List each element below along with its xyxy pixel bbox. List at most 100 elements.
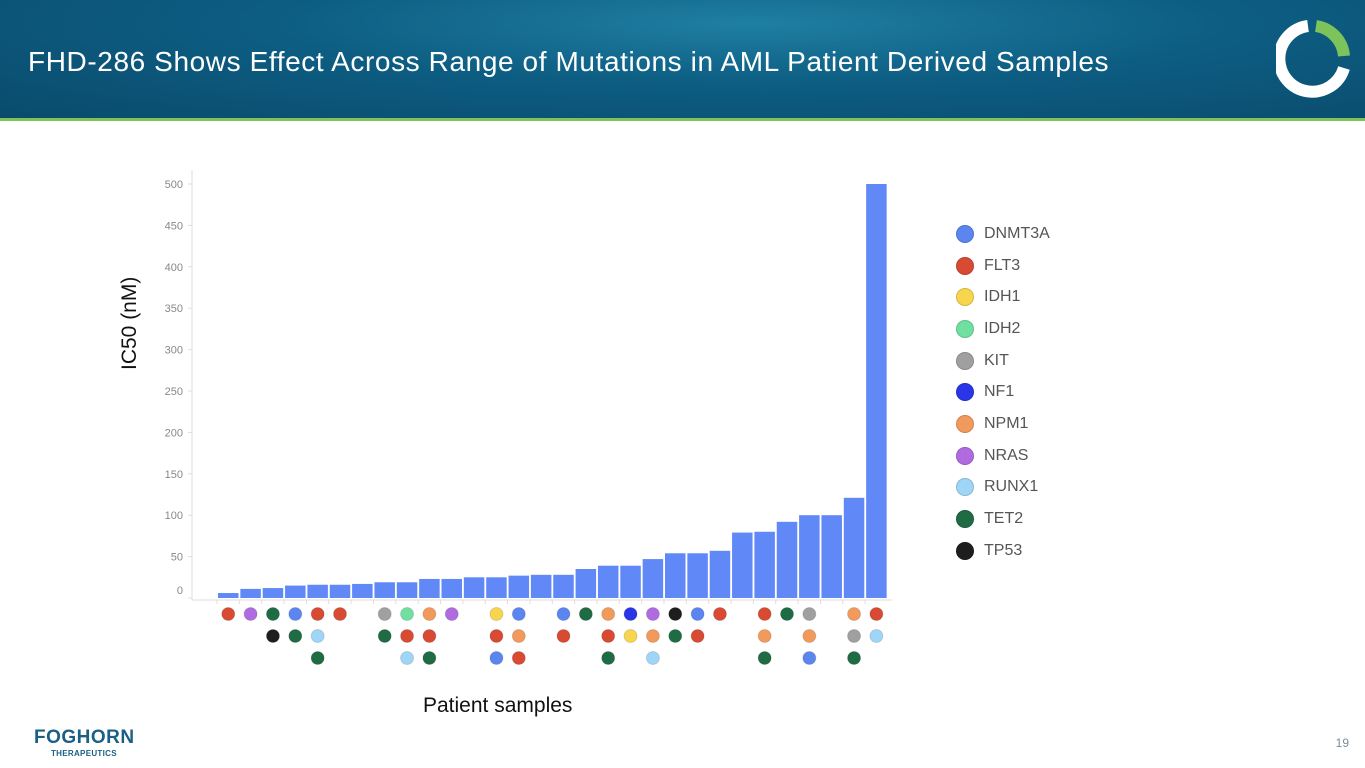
mutation-dot-idh1: [489, 607, 504, 621]
mutation-dot-runx1: [400, 651, 415, 665]
mutation-dot-flt3: [869, 607, 884, 621]
legend-label: IDH2: [984, 319, 1021, 337]
legend-item-npm1: NPM1: [956, 408, 1050, 440]
bar: [329, 584, 351, 598]
legend-dot-icon: [956, 319, 974, 338]
bar: [508, 575, 530, 598]
mutation-dot-flt3: [221, 607, 236, 621]
bar: [240, 588, 261, 598]
legend-label: RUNX1: [984, 478, 1039, 496]
legend-item-idh1: IDH1: [956, 281, 1050, 313]
mutation-dot-dnmt3a: [489, 651, 504, 665]
mutation-dot-nras: [243, 607, 258, 621]
legend-dot-icon: [956, 288, 974, 307]
legend-dot-icon: [956, 383, 974, 402]
mutation-dot-npm1: [802, 629, 817, 643]
legend-dot-icon: [956, 256, 974, 275]
legend-item-flt3: FLT3: [956, 250, 1050, 282]
legend-item-runx1: RUNX1: [956, 472, 1050, 504]
mutation-dot-npm1: [645, 629, 660, 643]
mutation-dot-tet2: [377, 629, 392, 643]
y-axis-label: IC50 (nM): [118, 276, 141, 370]
mutation-dot-tet2: [265, 607, 280, 621]
mutation-dot-dnmt3a: [802, 651, 817, 665]
mutation-dot-tet2: [757, 651, 772, 665]
mutation-dot-flt3: [333, 607, 347, 621]
page-number: 19: [1335, 736, 1349, 750]
bar: [575, 569, 597, 598]
bar: [665, 553, 686, 598]
bar: [821, 515, 842, 598]
legend-dot-icon: [956, 541, 974, 560]
bar: [307, 584, 328, 598]
mutation-dot-npm1: [601, 607, 616, 621]
y-tick-label: 100: [165, 510, 183, 522]
legend-dot-icon: [956, 478, 974, 497]
mutation-dot-npm1: [757, 629, 772, 643]
legend-item-nras: NRAS: [956, 440, 1050, 472]
mutation-dot-runx1: [869, 629, 884, 643]
bar: [553, 574, 574, 598]
y-tick-label: 350: [165, 303, 183, 315]
mutation-dot-tet2: [310, 651, 325, 665]
mutation-dot-flt3: [601, 629, 616, 643]
bar: [843, 497, 865, 598]
mutation-dot-flt3: [690, 629, 705, 643]
y-tick-label: 450: [165, 220, 183, 232]
x-axis-label: Patient samples: [423, 694, 573, 717]
legend-label: TP53: [984, 541, 1023, 559]
bar: [709, 550, 731, 598]
mutation-dot-idh1: [623, 629, 638, 643]
legend-dot-icon: [956, 224, 974, 243]
mutation-dot-tet2: [668, 629, 683, 643]
legend-item-nf1: NF1: [956, 376, 1050, 408]
legend-dot-icon: [956, 510, 974, 529]
legend-label: DNMT3A: [984, 224, 1050, 242]
y-tick-label: 150: [165, 469, 183, 481]
mutation-dot-flt3: [757, 607, 772, 621]
mutation-dot-idh2: [400, 607, 415, 621]
bar: [530, 574, 552, 598]
y-tick-label: 200: [165, 427, 183, 439]
mutation-dot-flt3: [422, 629, 437, 643]
logo-subtitle: THERAPEUTICS: [51, 749, 117, 758]
mutation-dot-nras: [645, 607, 660, 621]
bar: [419, 578, 440, 598]
legend-label: NPM1: [984, 414, 1029, 432]
bar: [396, 582, 418, 598]
bar: [352, 583, 373, 598]
bar: [463, 577, 485, 598]
bar: [486, 577, 507, 598]
legend-label: KIT: [984, 351, 1009, 369]
mutation-dot-dnmt3a: [556, 607, 571, 621]
legend-item-tet2: TET2: [956, 503, 1050, 535]
y-tick-label: 0: [177, 585, 183, 597]
mutation-dot-dnmt3a: [511, 607, 526, 621]
legend-dot-icon: [956, 351, 974, 370]
legend-label: IDH1: [984, 288, 1021, 306]
bar: [687, 553, 708, 598]
mutation-dot-npm1: [422, 607, 437, 621]
y-tick-label: 50: [171, 552, 183, 564]
foghorn-logo: FOGHORN THERAPEUTICS: [34, 727, 144, 758]
legend-label: NRAS: [984, 446, 1029, 464]
mutation-dot-tp53: [265, 629, 280, 643]
title-banner: FHD-286 Shows Effect Across Range of Mut…: [0, 0, 1365, 121]
mutation-dot-tet2: [847, 651, 862, 665]
bar: [262, 588, 284, 598]
bar: [597, 565, 619, 598]
mutation-dot-tp53: [668, 607, 683, 621]
y-tick-label: 250: [165, 386, 183, 398]
mutation-dot-tet2: [780, 607, 794, 621]
bar: [642, 559, 664, 598]
mutation-dot-dnmt3a: [690, 607, 705, 621]
logo-wordmark: FOGHORN: [34, 727, 135, 748]
foghorn-ring-logo-icon: [1276, 20, 1350, 98]
legend-item-dnmt3a: DNMT3A: [956, 218, 1050, 250]
mutation-dot-flt3: [712, 607, 727, 621]
bar: [374, 582, 395, 598]
y-tick-label: 300: [165, 345, 183, 357]
mutation-dot-nras: [444, 607, 459, 621]
legend-label: TET2: [984, 510, 1024, 528]
